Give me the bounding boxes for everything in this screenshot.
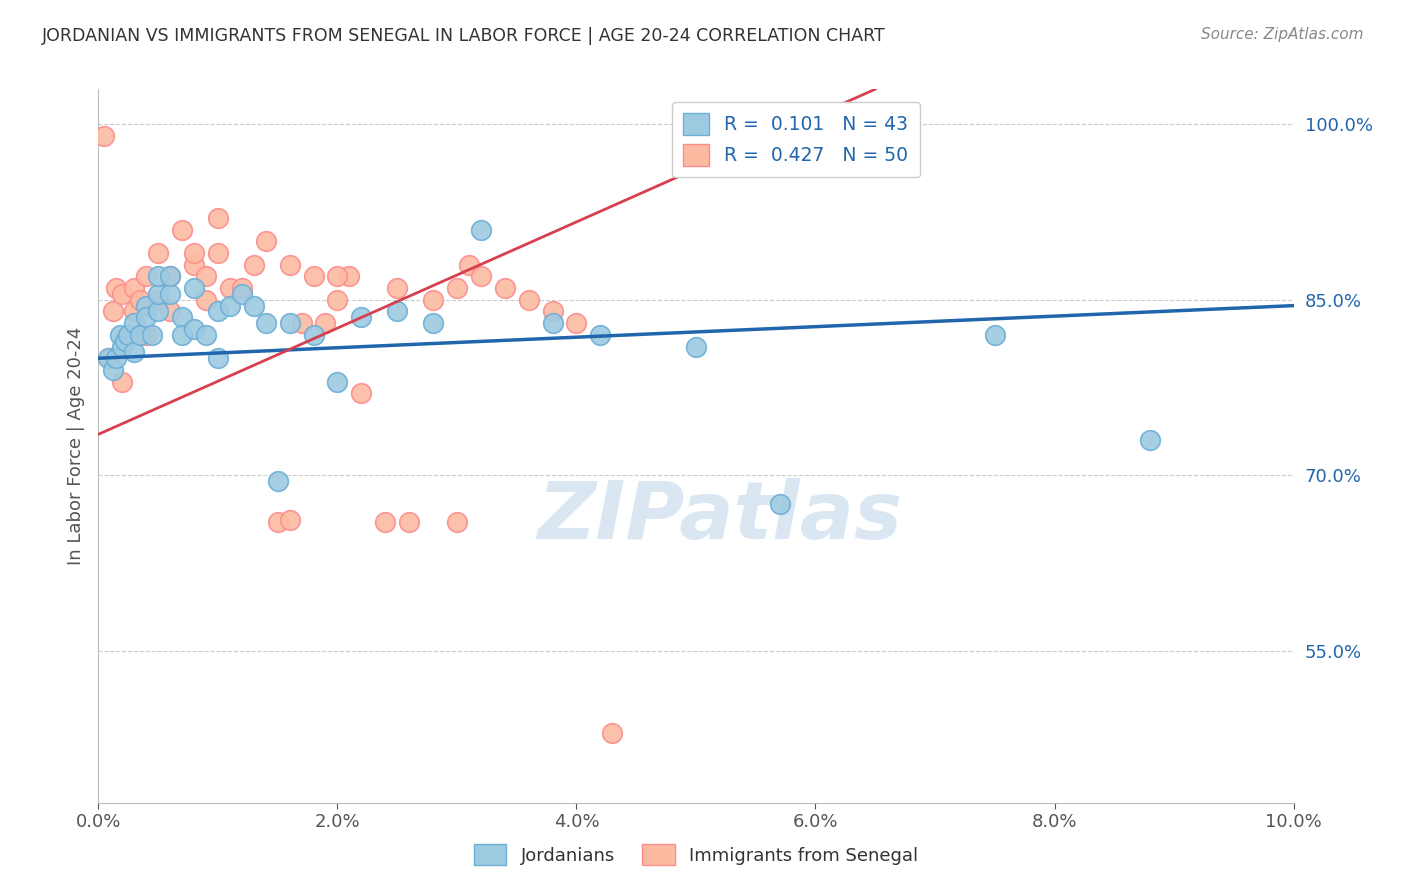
Point [254,234,277,248]
Point [565,316,588,330]
Point [243,299,266,313]
Point [339,269,360,284]
Point [135,327,157,342]
Point [183,258,205,272]
Point [541,304,564,318]
Point [111,375,134,389]
Point [117,327,139,342]
Point [129,293,152,307]
Point [172,327,194,342]
Point [470,269,492,284]
Point [984,327,1007,342]
Point [302,269,325,284]
Point [105,281,128,295]
Point [159,269,181,284]
Y-axis label: In Labor Force | Age 20-24: In Labor Force | Age 20-24 [66,326,84,566]
Point [207,246,229,260]
Point [129,327,152,342]
Point [105,351,128,366]
Point [602,725,624,739]
Point [458,258,481,272]
Point [267,515,290,529]
Point [111,340,134,354]
Point [159,269,181,284]
Point [326,293,349,307]
Point [195,327,218,342]
Point [541,316,564,330]
Point [243,258,266,272]
Point [172,222,194,236]
Point [422,316,444,330]
Point [207,211,229,225]
Point [148,269,170,284]
Point [135,299,157,313]
Point [148,293,170,307]
Point [195,293,218,307]
Point [326,375,349,389]
Point [685,340,707,354]
Point [446,281,468,295]
Point [278,513,301,527]
Point [219,299,242,313]
Point [470,222,492,236]
Point [446,515,468,529]
Point [183,322,205,336]
Point [219,281,242,295]
Point [385,304,409,318]
Point [100,351,122,366]
Point [398,515,420,529]
Point [302,327,325,342]
Point [278,316,301,330]
Point [97,351,120,366]
Point [148,246,170,260]
Point [141,327,163,342]
Point [374,515,396,529]
Text: JORDANIAN VS IMMIGRANTS FROM SENEGAL IN LABOR FORCE | AGE 20-24 CORRELATION CHAR: JORDANIAN VS IMMIGRANTS FROM SENEGAL IN … [42,27,886,45]
Point [350,310,373,325]
Point [350,386,373,401]
Point [589,327,612,342]
Point [254,316,277,330]
Legend: Jordanians, Immigrants from Senegal: Jordanians, Immigrants from Senegal [467,837,925,872]
Text: ZIPatlas: ZIPatlas [537,478,903,557]
Point [267,474,290,488]
Point [183,246,205,260]
Point [101,304,124,318]
Point [135,310,157,325]
Point [159,304,181,318]
Point [422,293,444,307]
Point [93,128,115,143]
Point [494,281,516,295]
Point [231,281,253,295]
Point [124,316,146,330]
Point [207,351,229,366]
Point [111,287,134,301]
Point [326,269,349,284]
Point [124,345,146,359]
Point [148,287,170,301]
Point [108,327,131,342]
Text: Source: ZipAtlas.com: Source: ZipAtlas.com [1201,27,1364,42]
Point [385,281,409,295]
Point [114,334,136,348]
Point [769,498,792,512]
Point [231,287,253,301]
Point [101,363,124,377]
Point [159,287,181,301]
Point [1139,433,1161,447]
Point [172,310,194,325]
Point [315,316,337,330]
Point [135,269,157,284]
Point [195,269,218,284]
Point [207,304,229,318]
Point [183,281,205,295]
Point [124,281,146,295]
Point [148,304,170,318]
Point [278,258,301,272]
Point [117,327,139,342]
Point [517,293,540,307]
Point [291,316,314,330]
Point [124,304,146,318]
